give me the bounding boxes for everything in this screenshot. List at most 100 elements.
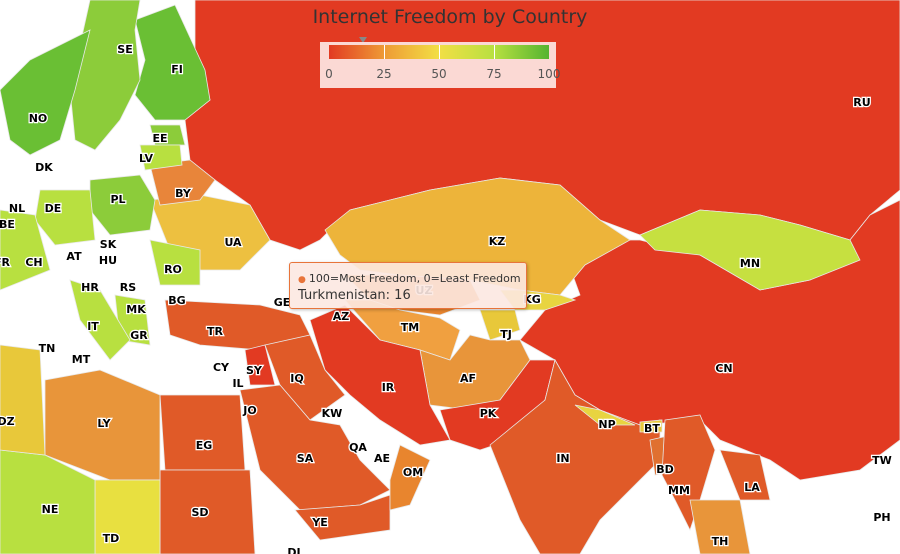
country-fi[interactable] bbox=[134, 4, 211, 121]
country-label: BT bbox=[644, 422, 660, 435]
country-label: LV bbox=[139, 152, 153, 165]
country-label: PH bbox=[873, 511, 890, 524]
country-label: RS bbox=[120, 281, 136, 294]
legend-tick bbox=[439, 45, 440, 59]
country-label: FR bbox=[0, 256, 11, 269]
country-ir[interactable] bbox=[309, 304, 451, 446]
country-label: SD bbox=[191, 506, 208, 519]
country-label: BY bbox=[175, 187, 192, 200]
country-it[interactable] bbox=[69, 279, 131, 361]
country-label: KZ bbox=[489, 235, 506, 248]
country-label: RO bbox=[164, 263, 182, 276]
country-label: BD bbox=[656, 463, 674, 476]
country-label: MT bbox=[72, 353, 91, 366]
country-mn[interactable] bbox=[639, 209, 861, 291]
country-om[interactable] bbox=[389, 444, 431, 511]
country-lv[interactable] bbox=[139, 144, 183, 171]
country-label: SE bbox=[117, 43, 132, 56]
country-label: NL bbox=[9, 202, 25, 215]
legend-value-marker bbox=[359, 37, 367, 43]
country-label: TN bbox=[39, 342, 56, 355]
country-la[interactable] bbox=[719, 449, 771, 501]
country-label: AZ bbox=[333, 310, 350, 323]
country-label: UA bbox=[224, 236, 242, 249]
country-label: TW bbox=[872, 454, 892, 467]
country-label: IN bbox=[556, 452, 569, 465]
country-fr[interactable] bbox=[0, 209, 51, 291]
country-label: BG bbox=[168, 294, 185, 307]
series-dot-icon: ● bbox=[298, 275, 306, 285]
country-label: HR bbox=[81, 281, 99, 294]
country-label: SY bbox=[246, 364, 263, 377]
country-label: KW bbox=[322, 407, 343, 420]
country-label: MN bbox=[740, 257, 760, 270]
country-af[interactable] bbox=[419, 334, 531, 411]
country-label: PL bbox=[110, 193, 125, 206]
country-tj[interactable] bbox=[479, 309, 521, 341]
country-sy[interactable] bbox=[244, 344, 276, 386]
country-label: AT bbox=[66, 250, 82, 263]
country-label: CH bbox=[25, 256, 42, 269]
country-label: NO bbox=[29, 112, 48, 125]
country-label: AE bbox=[374, 452, 390, 465]
country-label: NP bbox=[598, 418, 615, 431]
country-by[interactable] bbox=[149, 159, 216, 206]
country-bt[interactable] bbox=[639, 419, 663, 433]
country-label: GE bbox=[274, 296, 291, 309]
country-de[interactable] bbox=[34, 189, 96, 246]
color-legend: 0 25 50 75 100 bbox=[320, 42, 560, 88]
country-label: LA bbox=[744, 481, 760, 494]
country-sa[interactable] bbox=[239, 384, 391, 511]
country-label: TR bbox=[207, 325, 224, 338]
country-no[interactable] bbox=[0, 29, 91, 156]
country-label: QA bbox=[349, 441, 367, 454]
country-label: TD bbox=[103, 532, 120, 545]
legend-tick bbox=[384, 45, 385, 59]
country-label: AF bbox=[460, 372, 476, 385]
country-label: YE bbox=[311, 516, 327, 529]
country-label: RU bbox=[853, 96, 870, 109]
country-label: IL bbox=[232, 377, 243, 390]
country-label: GR bbox=[130, 329, 148, 342]
tooltip-series: 100=Most Freedom, 0=Least Freedom bbox=[308, 272, 521, 285]
country-label: TM bbox=[401, 321, 419, 334]
country-label: TJ bbox=[500, 328, 512, 341]
country-ee[interactable] bbox=[149, 124, 186, 146]
country-label: DK bbox=[35, 161, 53, 174]
country-label: SK bbox=[100, 238, 117, 251]
legend-tick bbox=[494, 45, 495, 59]
country-label: OM bbox=[403, 466, 423, 479]
tooltip-point: Turkmenistan: 16 bbox=[298, 288, 411, 303]
country-np[interactable] bbox=[574, 404, 636, 426]
tooltip: ● 100=Most Freedom, 0=Least Freedom Turkm… bbox=[289, 262, 527, 309]
country-label: IQ bbox=[290, 372, 303, 385]
country-label: IR bbox=[382, 381, 395, 394]
country-ye[interactable] bbox=[294, 494, 391, 541]
country-label: IT bbox=[87, 320, 99, 333]
country-label: HU bbox=[99, 254, 117, 267]
country-label: DE bbox=[45, 202, 62, 215]
country-label: TH bbox=[712, 535, 729, 548]
legend-tick-label: 0 bbox=[325, 67, 333, 81]
legend-tick-label: 75 bbox=[486, 67, 502, 81]
country-th[interactable] bbox=[689, 499, 751, 554]
country-dz[interactable] bbox=[0, 344, 46, 456]
country-label: CY bbox=[213, 361, 230, 374]
country-label: NE bbox=[42, 503, 59, 516]
country-label: LY bbox=[97, 417, 111, 430]
country-label: CN bbox=[715, 362, 732, 375]
country-label: PK bbox=[480, 407, 497, 420]
country-label: SA bbox=[297, 452, 314, 465]
country-label: DZ bbox=[0, 415, 15, 428]
country-label: BE bbox=[0, 218, 15, 231]
chart-title: Internet Freedom by Country bbox=[312, 6, 588, 28]
country-label: DJ bbox=[287, 546, 300, 554]
country-label: EE bbox=[152, 132, 167, 145]
country-label: FI bbox=[171, 63, 183, 76]
country-label: MM bbox=[668, 484, 690, 497]
legend-tick-label: 50 bbox=[431, 67, 447, 81]
country-label: MK bbox=[126, 303, 146, 316]
country-eg[interactable] bbox=[159, 394, 246, 471]
country-ro[interactable] bbox=[149, 239, 201, 286]
